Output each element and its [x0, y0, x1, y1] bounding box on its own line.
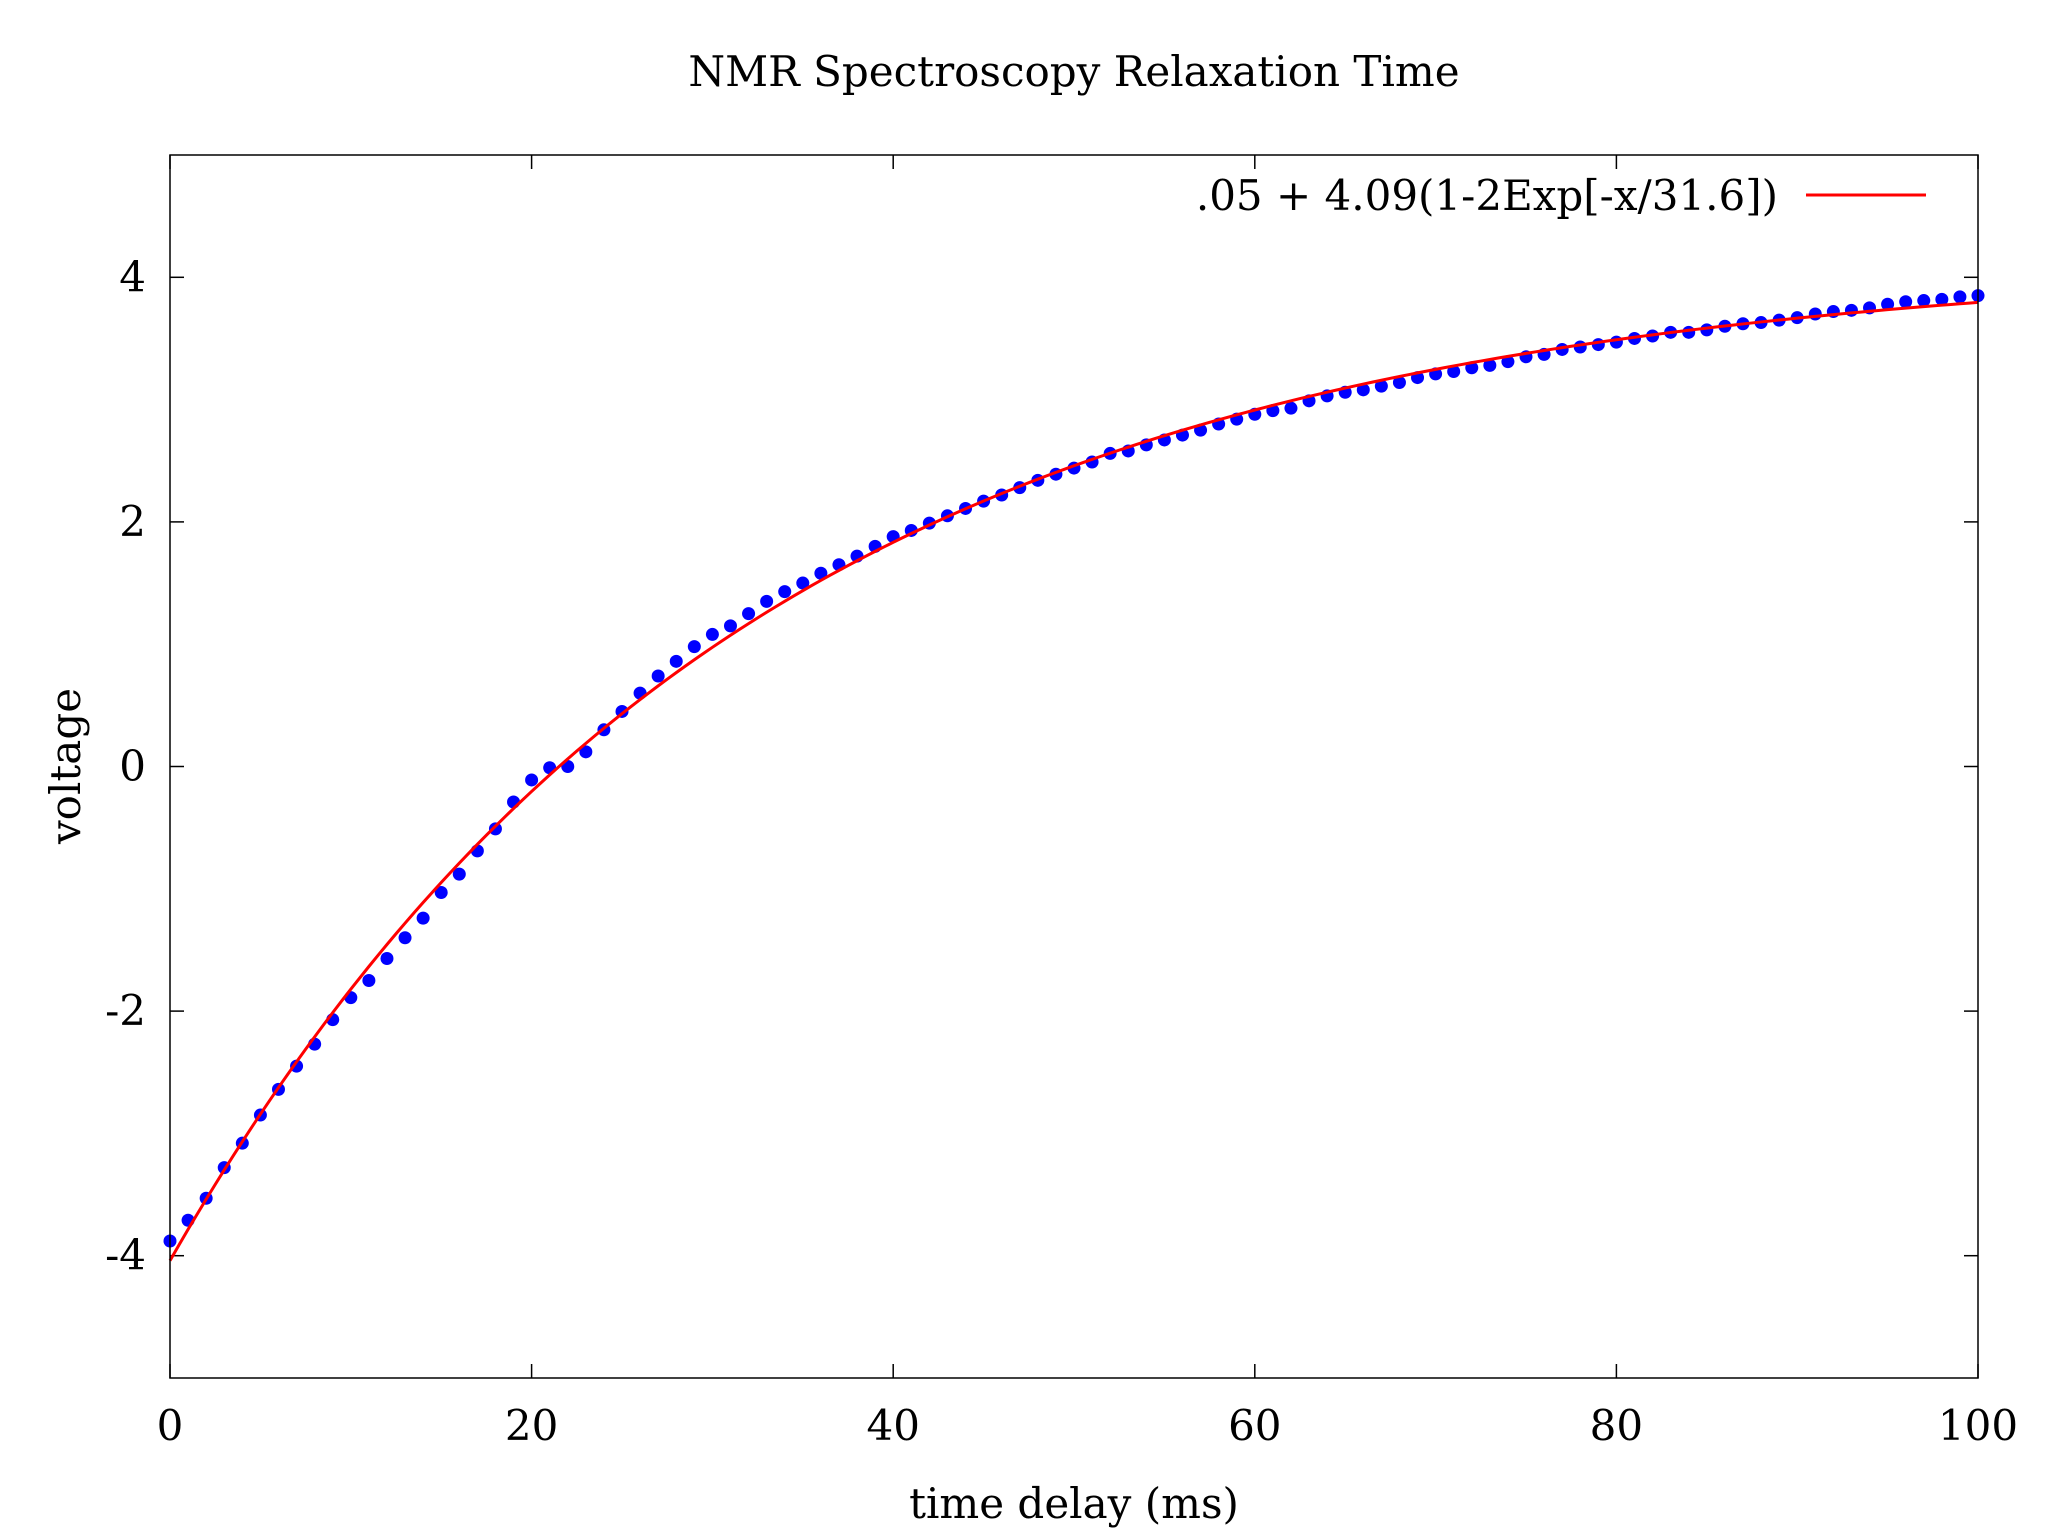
data-point — [1447, 364, 1461, 378]
data-point — [1356, 383, 1370, 397]
y-tick-label: 4 — [119, 252, 146, 301]
data-point — [416, 911, 430, 925]
data-point — [778, 585, 792, 599]
y-tick-label: -2 — [105, 986, 146, 1035]
data-point — [1844, 303, 1858, 317]
plot-frame — [169, 154, 1979, 1379]
data-point — [452, 867, 466, 881]
chart-title: NMR Spectroscopy Relaxation Time — [688, 47, 1459, 96]
data-point — [687, 640, 701, 654]
data-point — [1808, 307, 1822, 321]
x-tick-label: 40 — [866, 1401, 919, 1450]
legend-label-fit: .05 + 4.09(1-2Exp[-x/31.6]) — [1196, 171, 1778, 220]
data-point — [525, 773, 539, 787]
data-point — [1935, 292, 1949, 306]
data-point — [1392, 375, 1406, 389]
data-point — [1899, 295, 1913, 309]
y-tick-label: 2 — [119, 497, 146, 546]
data-point — [723, 619, 737, 633]
x-tick-label: 100 — [1938, 1401, 2018, 1450]
legend: .05 + 4.09(1-2Exp[-x/31.6]) — [1196, 171, 1926, 220]
data-point — [796, 576, 810, 590]
data-point — [290, 1059, 304, 1073]
data-point — [651, 669, 665, 683]
data-point — [1917, 294, 1931, 308]
y-tick-label: -4 — [105, 1231, 146, 1280]
x-tick-label: 0 — [157, 1401, 184, 1450]
x-axis-label: time delay (ms) — [909, 1479, 1239, 1528]
fit-curve — [168, 300, 1979, 1262]
data-marks — [163, 289, 1985, 1262]
axis-ticks: 0 20 40 60 80 100 -4 -2 0 2 4 — [105, 155, 2018, 1450]
data-point — [1284, 401, 1298, 415]
data-point — [705, 627, 719, 641]
data-point — [1483, 358, 1497, 372]
data-point — [434, 885, 448, 899]
data-point — [1953, 290, 1967, 304]
y-axis-label: voltage — [41, 688, 90, 845]
x-tick-label: 80 — [1590, 1401, 1643, 1450]
data-point — [579, 745, 593, 759]
data-point — [1881, 297, 1895, 311]
data-point — [380, 952, 394, 966]
data-point — [814, 566, 828, 580]
data-point — [1374, 379, 1388, 393]
data-point — [1609, 335, 1623, 349]
data-point — [742, 607, 756, 621]
data-point — [669, 654, 683, 668]
data-point — [760, 594, 774, 608]
x-tick-label: 60 — [1228, 1401, 1281, 1450]
data-point — [488, 822, 502, 836]
x-tick-label: 20 — [505, 1401, 558, 1450]
data-point — [1591, 338, 1605, 352]
y-tick-label: 0 — [119, 742, 146, 791]
data-point — [398, 931, 412, 945]
data-point — [362, 974, 376, 988]
